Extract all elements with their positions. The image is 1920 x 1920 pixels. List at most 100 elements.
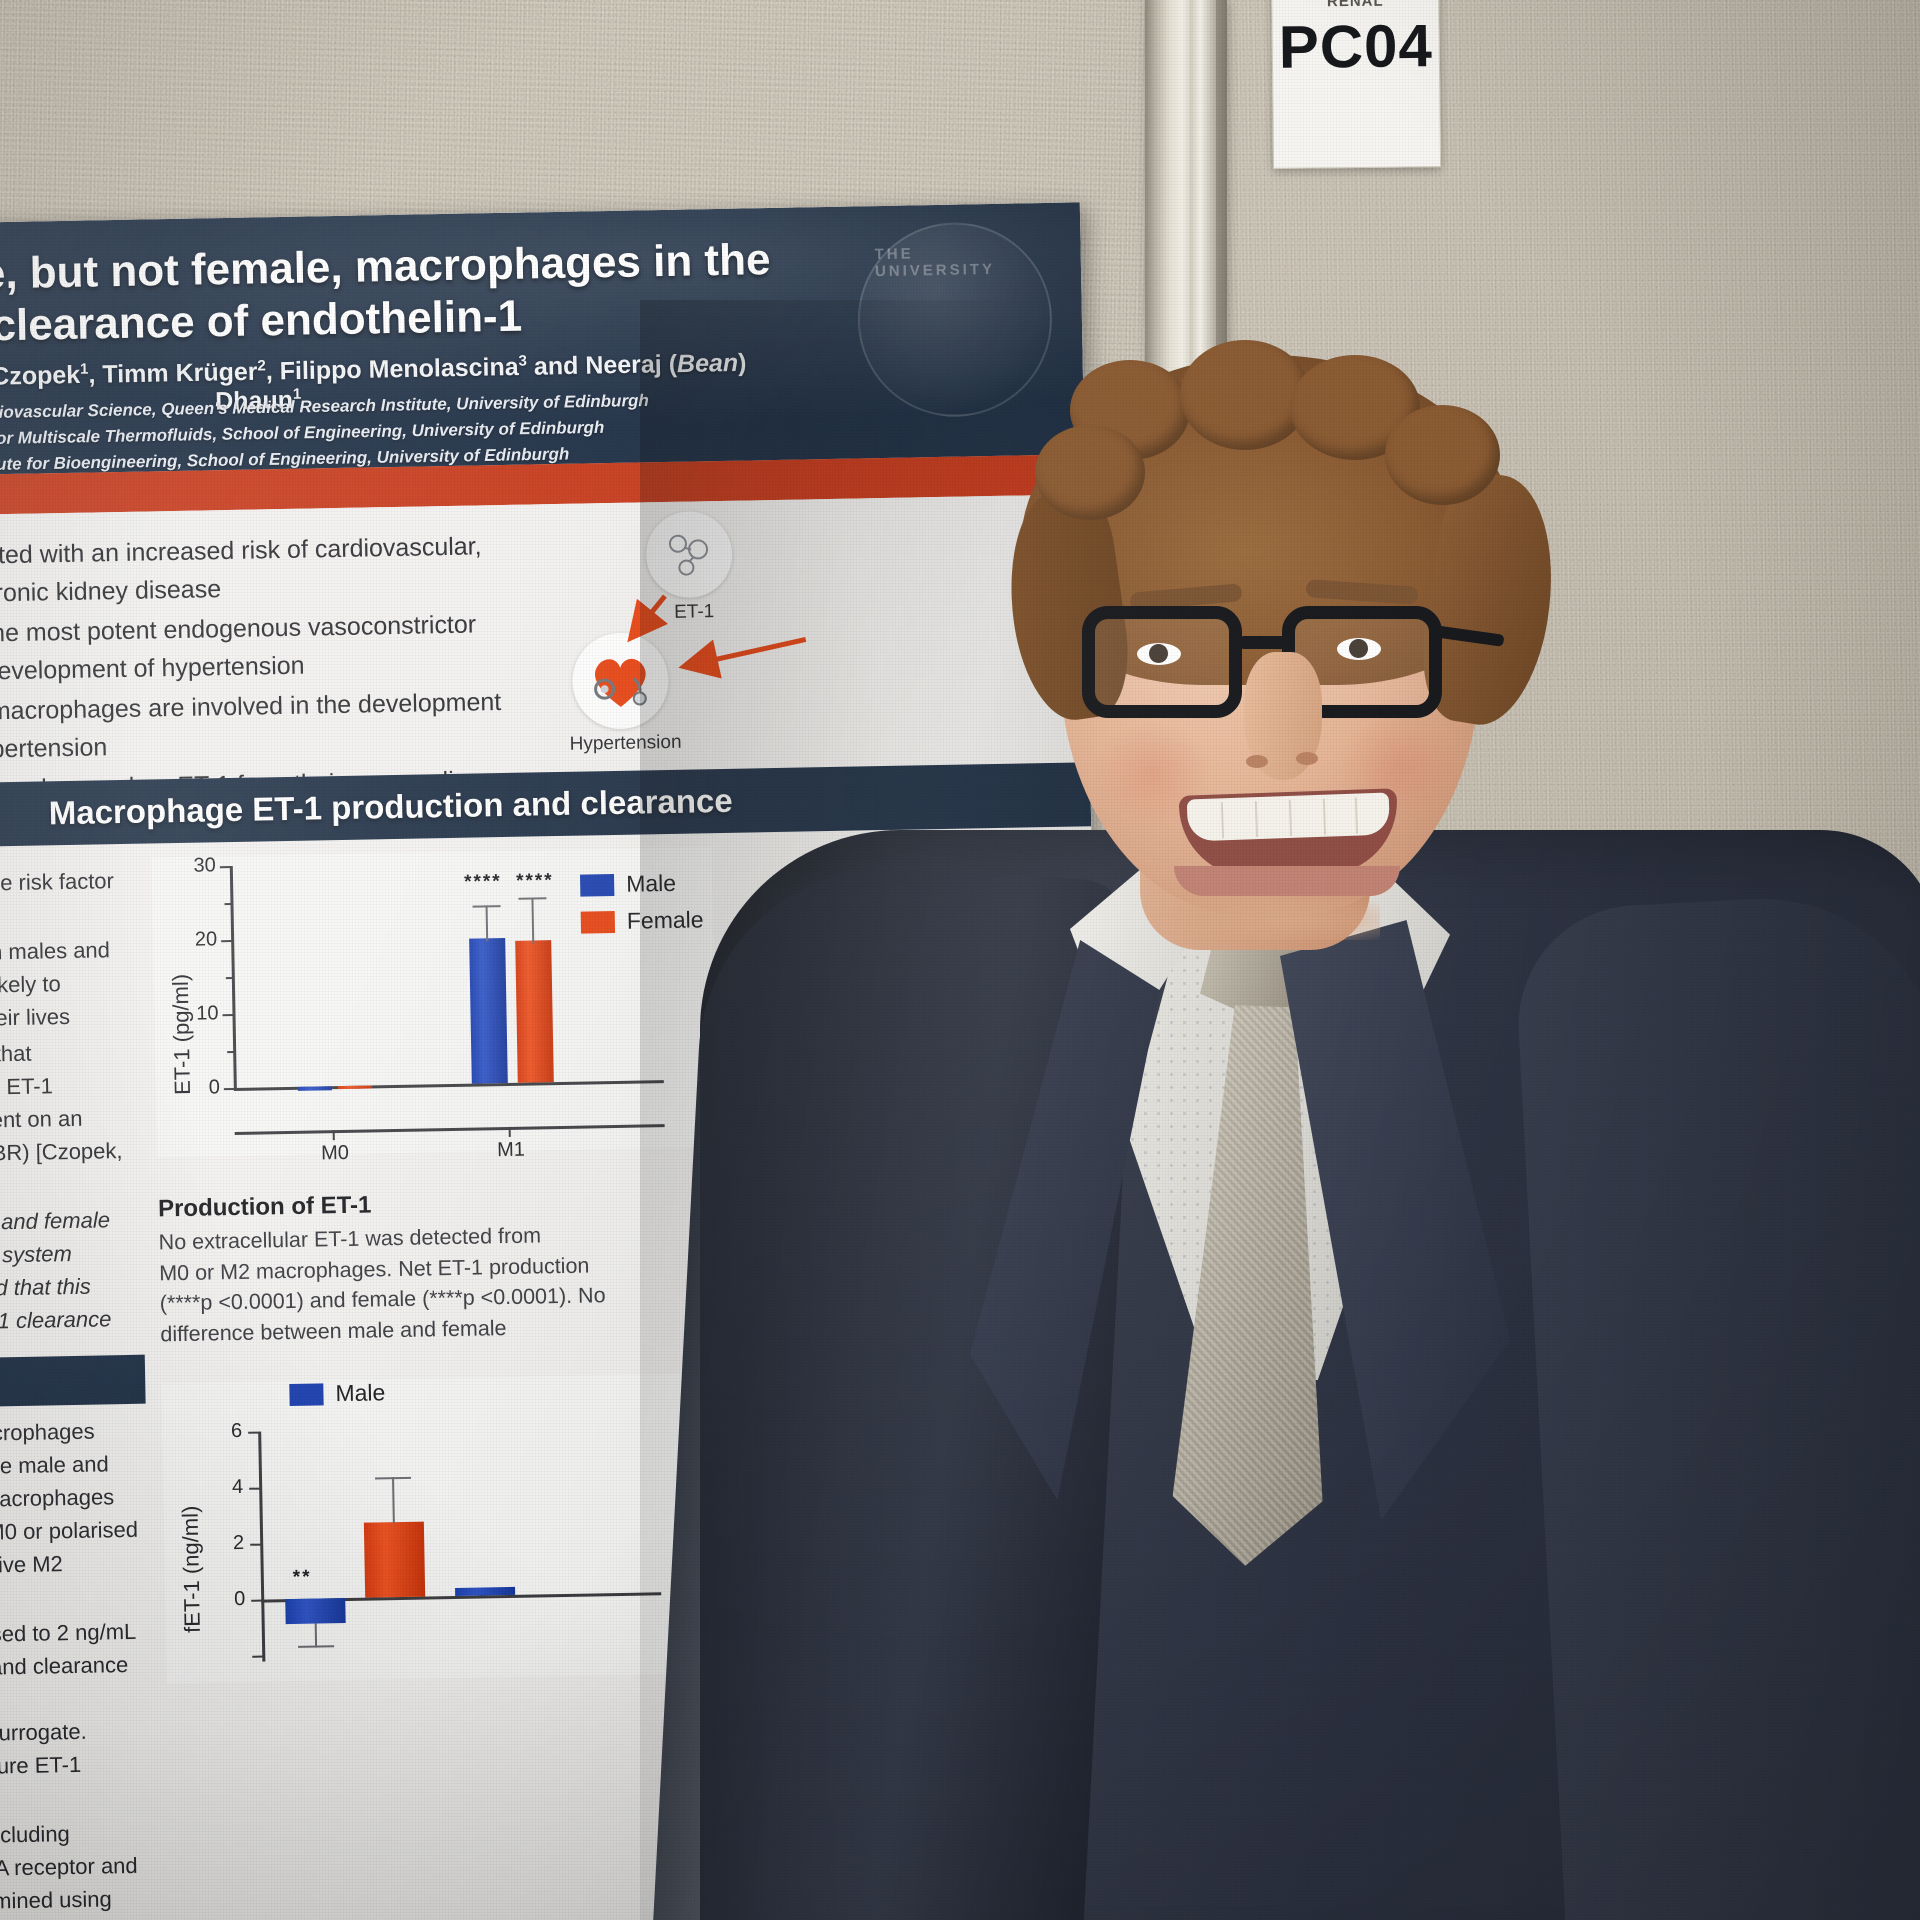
placard-session-label: RENAL	[1326, 0, 1384, 11]
chart1-ylabel-30: 30	[193, 854, 216, 877]
glasses-bridge	[1240, 636, 1288, 649]
chin-shadow	[1180, 900, 1380, 940]
glasses-lens-left	[1082, 606, 1242, 718]
chart1-bar-m0-male	[297, 1086, 332, 1091]
teeth-gap-2	[1254, 801, 1259, 838]
chart2-ylabel-0: 0	[233, 1587, 246, 1611]
chart1-ytick-0	[223, 1087, 235, 1091]
chart2-legend-label-male: Male	[335, 1379, 386, 1407]
chart2-ytick-6	[248, 1431, 260, 1434]
person-subject	[640, 300, 1920, 1920]
scientific-poster: THE UNIVERSITY role for male, but not fe…	[0, 202, 1113, 1920]
chart2-ylabel-6: 6	[230, 1419, 243, 1443]
chart1-xlabel-m0: M0	[320, 1141, 350, 1165]
lower-lip	[1174, 866, 1400, 896]
chart2-bar-male-2	[455, 1586, 516, 1597]
placard-code: PC04	[1278, 12, 1434, 81]
chart2-ytick-0	[251, 1599, 263, 1602]
author-3: , Timm Krüger	[88, 357, 258, 389]
chart-et1-production: ET-1 (pg/ml) 30 20 10 0	[151, 847, 718, 1164]
pupil-right	[1349, 639, 1368, 658]
chart2-bar-male	[285, 1598, 346, 1625]
chart1-err-m1-female	[531, 897, 535, 944]
production-caption-heading: Production of ET-1	[157, 1191, 372, 1223]
author-2: , Alicja Czopek	[0, 361, 81, 392]
teeth-gap-1	[1220, 802, 1225, 839]
chart2-legend: Male	[289, 1379, 386, 1418]
chart1-ylabel-10: 10	[196, 1002, 219, 1025]
chart2-bar-female	[363, 1521, 426, 1598]
chart2-y-axis	[258, 1431, 266, 1662]
background-bullet-1: Hypertension is a modifiable risk factor…	[0, 864, 137, 938]
intro-bullet-3: There is evidence that macrophages are i…	[0, 683, 516, 774]
poster-body: Hypertension is associated with an incre…	[0, 494, 1113, 1920]
teeth-gap-3	[1288, 799, 1293, 836]
nostril-right	[1296, 752, 1318, 765]
chart1-bar-m1-male	[469, 937, 508, 1084]
chart2-legend-swatch-male	[289, 1382, 324, 1406]
chart2-err-male	[314, 1623, 318, 1648]
chart1-ytick-minor-5	[227, 1050, 235, 1054]
method-bullet-1: Bone marrow derived macrophages were iso…	[0, 1414, 149, 1620]
chart2-ytick-2	[250, 1543, 262, 1546]
chart1-legend-swatch-female	[580, 910, 616, 934]
chart1-err-m1-male	[485, 905, 489, 942]
chart2-ytick-4	[249, 1487, 261, 1490]
chart1-ylabel-20: 20	[194, 928, 218, 951]
methods-heading: Methods	[0, 1354, 146, 1412]
intro-bullet-2: Endothelin-1 (ET-1) is the most potent e…	[0, 605, 514, 696]
chart1-bar-m0-female	[337, 1085, 372, 1090]
chart1-significance-male: ****	[463, 871, 502, 893]
method-bullet-2: Macrophages were exposed to 2 ng/mL fluo…	[0, 1615, 153, 1821]
hypertension-node	[571, 631, 670, 730]
chart2-err-female	[392, 1477, 395, 1524]
poster-number-placard: RENAL PC04	[1270, 0, 1442, 169]
hair-curl-4	[1385, 405, 1500, 505]
chart1-xtick-m1	[508, 1126, 511, 1137]
chart2-ylabel-2: 2	[232, 1531, 245, 1555]
intro-bullet-1: Hypertension is associated with an incre…	[0, 527, 513, 618]
chart1-ytick-20	[221, 940, 233, 943]
poster-left-column: Hypertension is a modifiable risk factor…	[0, 864, 159, 1920]
schematic-arrows	[627, 594, 807, 679]
hair-curl-5	[1035, 425, 1145, 520]
chart2-errcap-female	[375, 1476, 412, 1480]
chart1-xlabel-m1: M1	[496, 1138, 526, 1162]
section-header-text: Macrophage ET-1 production and clearance	[48, 781, 734, 832]
chart2-ylabel-4: 4	[231, 1475, 244, 1499]
chart1-ytick-minor-25	[224, 903, 232, 906]
chart1-significance-female: ****	[515, 870, 554, 892]
chart1-ytick-10	[222, 1013, 234, 1017]
chart2-y-axis-title: fET-1 (ng/ml)	[177, 1505, 205, 1634]
background-bullet-2: Prevalence differs between males and fem…	[0, 933, 139, 1040]
heart-stethoscope-icon	[594, 658, 647, 707]
chart2-significance-male: **	[292, 1566, 312, 1589]
teeth-gap-5	[1354, 797, 1359, 834]
hair-curl-2	[1180, 340, 1310, 450]
teeth	[1186, 792, 1391, 842]
chart2-ytick-neg2	[252, 1655, 264, 1658]
methods-bullets: Bone marrow derived macrophages were iso…	[0, 1414, 157, 1920]
chart1-bar-m1-female	[515, 940, 554, 1083]
chart1-ytick-minor-15	[225, 976, 233, 980]
chart1-errcap-m1-male	[472, 905, 501, 908]
background-bullets: Hypertension is a modifiable risk factor…	[0, 864, 144, 1343]
chart2-errcap-male	[298, 1645, 335, 1648]
chart1-ylabel-0: 0	[208, 1076, 221, 1099]
teeth-gap-4	[1322, 798, 1327, 835]
hypothesis-statement: We hypothesise that male and female macr…	[0, 1203, 144, 1343]
author-2-sup: 1	[79, 360, 89, 378]
suit-right-shoulder	[1512, 889, 1920, 1920]
chart1-errcap-m1-female	[518, 897, 547, 900]
pupil-left	[1149, 644, 1168, 663]
nostril-left	[1246, 755, 1268, 768]
background-bullet-3: Previous work has shown that macrophages…	[0, 1035, 142, 1208]
production-caption-block: Production of ET-1 No extracellular ET-1…	[158, 1185, 721, 1349]
author-4: , Filippo Menolascina	[265, 352, 519, 386]
method-bullet-3: ET system expression (including preproET…	[0, 1816, 156, 1920]
chart1-legend-swatch-male	[579, 873, 615, 897]
chart2-legend-row-male: Male	[289, 1379, 386, 1408]
et1-node	[645, 510, 733, 599]
chart1-xtick-m0	[332, 1130, 335, 1141]
